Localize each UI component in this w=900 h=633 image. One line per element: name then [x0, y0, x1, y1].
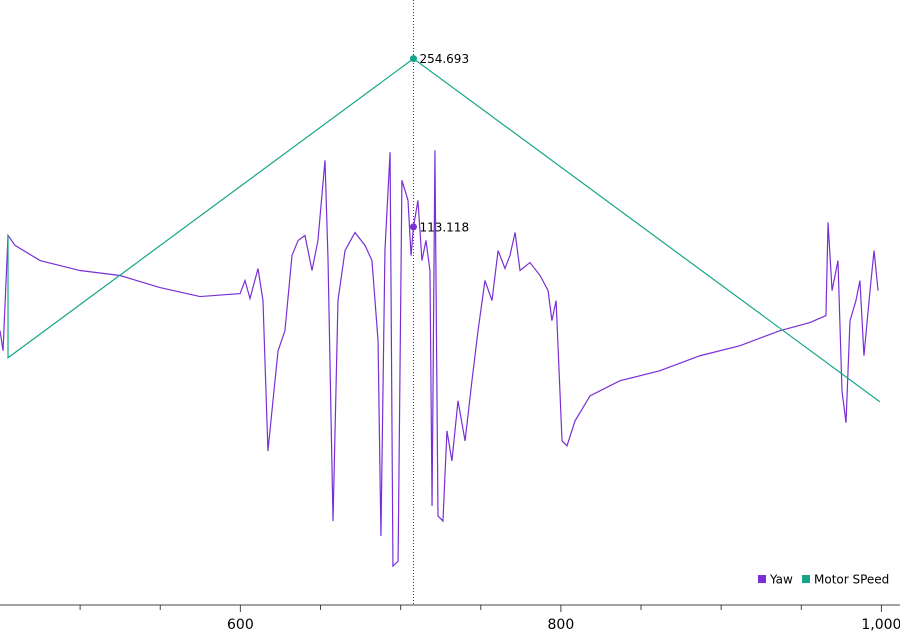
cursor-value: 113.118 [419, 220, 469, 234]
x-tick-label: 600 [227, 617, 254, 633]
legend-swatch [802, 575, 810, 583]
series-line [0, 150, 879, 568]
legend-label: Motor SPeed [814, 573, 889, 587]
series-line [7, 57, 881, 403]
x-tick-label: 800 [548, 617, 575, 633]
legend-swatch [758, 575, 766, 583]
cursor-value: 254.693 [419, 52, 469, 66]
legend-label: Yaw [769, 573, 793, 587]
cursor-dot [409, 55, 417, 63]
cursor-dot [409, 223, 417, 231]
x-tick-label: 1,000 [861, 617, 900, 633]
